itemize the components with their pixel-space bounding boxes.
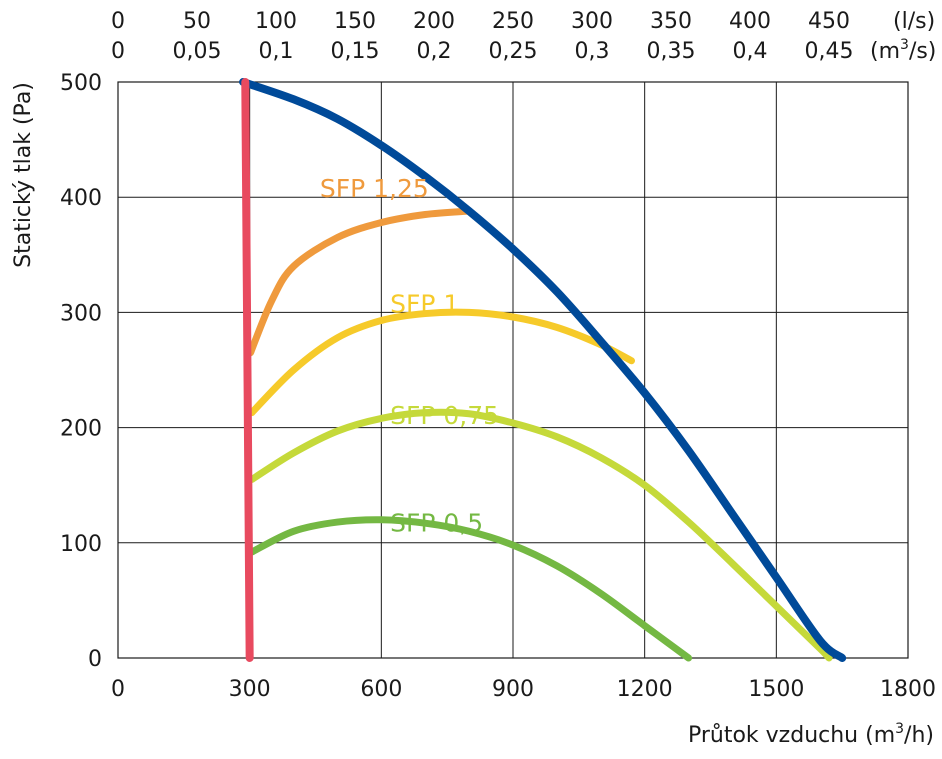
top-ls-tick-label: 100 <box>255 9 297 34</box>
y-tick-label: 400 <box>60 186 102 211</box>
top-m3s-tick-label: 0,25 <box>489 39 538 64</box>
x-tick-label: 0 <box>111 677 125 702</box>
series-labels: SFP 1,25 SFP 1 SFP 0,75 SFP 0,5 <box>320 174 499 537</box>
top-m3s-tick-label: 0,45 <box>805 39 854 64</box>
y-tick-label: 200 <box>60 417 102 442</box>
y-axis-title: Statický tlak (Pa) <box>11 82 36 268</box>
top-ls-tick-label: 350 <box>650 9 692 34</box>
y-tick-label: 100 <box>60 532 102 557</box>
top-m3s-tick-label: 0,35 <box>647 39 696 64</box>
top-m3s-unit-sup: 3 <box>900 37 909 53</box>
curves <box>239 78 847 662</box>
series-label: SFP 0,75 <box>390 401 499 430</box>
top-m3s-tick-label: 0,2 <box>417 39 452 64</box>
curve-max <box>239 78 847 662</box>
x-tick-label: 1800 <box>880 677 936 702</box>
y-tick-labels: 0 100 200 300 400 500 <box>60 71 102 672</box>
y-tick-label: 300 <box>60 301 102 326</box>
y-tick-label: 0 <box>88 647 102 672</box>
top-ls-tick-label: 300 <box>571 9 613 34</box>
x-axis-title: Průtok vzduchu (m3/h) <box>688 721 934 748</box>
series-label: SFP 1,25 <box>320 174 429 203</box>
x-tick-label: 900 <box>492 677 534 702</box>
top-m3s-tick-label: 0,4 <box>733 39 768 64</box>
curve-min <box>241 78 254 662</box>
curve-sfp-0-75 <box>248 408 833 662</box>
top-m3s-unit: (m3/s) <box>870 37 936 64</box>
x-tick-label: 1500 <box>748 677 804 702</box>
top-ls-tick-label: 200 <box>413 9 455 34</box>
top-ls-tick-label: 150 <box>334 9 376 34</box>
curve-sfp-1 <box>248 308 635 417</box>
top-ls-tick-label: 50 <box>183 9 211 34</box>
x-axis-title-sup: 3 <box>895 721 904 737</box>
top-ls-unit: (l/s) <box>893 9 935 34</box>
curve-sfp-1-25 <box>247 207 473 357</box>
top-m3s-tick-labels: 0 0,05 0,1 0,15 0,2 0,25 0,3 0,35 0,4 0,45 <box>111 39 853 64</box>
top-ls-tick-label: 250 <box>492 9 534 34</box>
x-tick-labels: 0 300 600 900 1200 1500 1800 <box>111 677 936 702</box>
top-m3s-tick-label: 0,1 <box>259 39 294 64</box>
top-ls-tick-label: 400 <box>729 9 771 34</box>
top-ls-tick-label: 450 <box>808 9 850 34</box>
series-label: SFP 0,5 <box>390 508 483 537</box>
y-tick-label: 500 <box>60 71 102 96</box>
top-ls-tick-labels: 0 50 100 150 200 250 300 350 400 450 <box>111 9 850 34</box>
top-ls-tick-label: 0 <box>111 9 125 34</box>
top-m3s-tick-label: 0,05 <box>173 39 222 64</box>
top-m3s-tick-label: 0,15 <box>331 39 380 64</box>
plot-frame <box>117 81 909 659</box>
series-label: SFP 1 <box>390 289 459 318</box>
top-m3s-tick-label: 0 <box>111 39 125 64</box>
x-tick-label: 1200 <box>617 677 673 702</box>
grid <box>117 81 909 659</box>
x-tick-label: 300 <box>229 677 271 702</box>
x-tick-label: 600 <box>360 677 402 702</box>
top-m3s-tick-label: 0,3 <box>575 39 610 64</box>
curve-sfp-0-5 <box>248 516 693 662</box>
